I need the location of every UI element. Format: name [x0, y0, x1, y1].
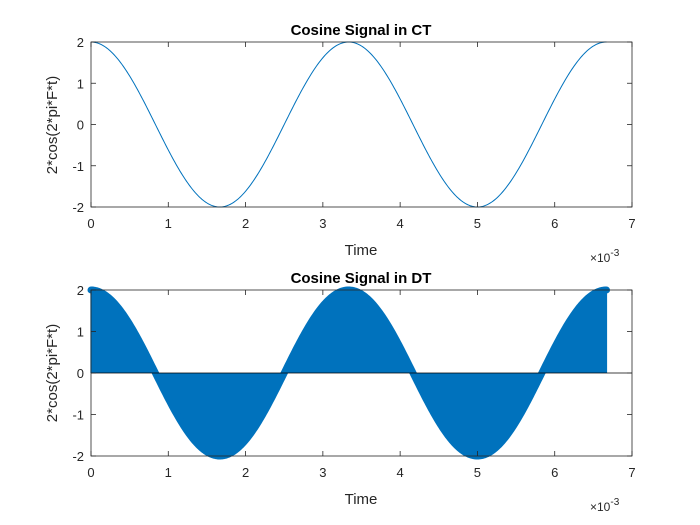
dt-xlabel: Time: [345, 491, 378, 508]
ct-axes-box: [90, 41, 633, 208]
ct-xtick-label: 1: [165, 216, 172, 231]
ct-x-exponent-base: ×10: [590, 251, 611, 265]
ct-xlabel: Time: [345, 242, 378, 259]
dt-xtick-label: 7: [628, 465, 635, 480]
ct-xtick-label: 5: [474, 216, 481, 231]
ct-ytick-label: 0: [77, 118, 84, 133]
dt-ytick-label: -2: [72, 449, 84, 464]
ct-ytick-label: 1: [77, 76, 84, 91]
dt-ytick-label: 1: [77, 325, 84, 340]
ct-signal-line: [90, 41, 607, 208]
dt-series-layer: [87, 286, 632, 460]
dt-xtick-label: 3: [319, 465, 326, 480]
dt-x-exponent-power: -3: [610, 497, 619, 508]
ct-ytick-label: -1: [72, 159, 84, 174]
dt-ylabel: 2*cos(2*pi*F*t): [44, 324, 61, 422]
ct-xtick-label: 7: [628, 216, 635, 231]
dt-xtick-label: 1: [165, 465, 172, 480]
dt-xtick-label: 5: [474, 465, 481, 480]
dt-ytick-label: 0: [77, 366, 84, 381]
ct-xtick-label: 4: [397, 216, 404, 231]
ct-title: Cosine Signal in CT: [291, 22, 432, 39]
dt-xtick-label: 0: [87, 465, 94, 480]
ct-xtick-label: 6: [551, 216, 558, 231]
dt-title: Cosine Signal in DT: [291, 270, 432, 287]
ct-ylabel: 2*cos(2*pi*F*t): [44, 76, 61, 174]
dt-ticks: 0 1 2 3 4 5 6 7 -2 -1 0 1 2: [72, 283, 635, 480]
ct-xtick-label: 3: [319, 216, 326, 231]
dt-xtick-label: 4: [397, 465, 404, 480]
ct-x-exponent-power: -3: [610, 248, 619, 259]
ct-series-layer: [90, 41, 607, 208]
dt-ytick-label: 2: [77, 283, 84, 298]
dt-xtick-label: 2: [242, 465, 249, 480]
ct-xtick-label: 0: [87, 216, 94, 231]
dt-x-exponent: ×10-3: [590, 497, 620, 514]
dt-ytick-label: -1: [72, 408, 84, 423]
subplot-dt: Cosine Signal in DT 0 1 2 3 4 5 6 7 -2 -1 0 1 2 Time…: [44, 270, 636, 514]
ct-ticks: 0 1 2 3 4 5 6 7 -2 -1 0 1 2: [72, 35, 635, 231]
dt-x-exponent-base: ×10: [590, 500, 611, 514]
ct-ytick-label: 2: [77, 35, 84, 50]
ct-xtick-label: 2: [242, 216, 249, 231]
subplot-ct: Cosine Signal in CT 0 1 2 3 4 5 6 7 -2 -1 0 1 2 Time…: [44, 22, 636, 265]
ct-x-exponent: ×10-3: [590, 248, 620, 265]
dt-xtick-label: 6: [551, 465, 558, 480]
ct-ytick-label: -2: [72, 200, 84, 215]
